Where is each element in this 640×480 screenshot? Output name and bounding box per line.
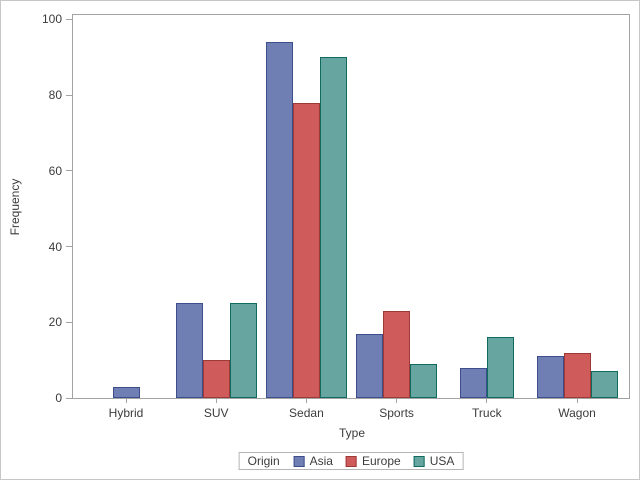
bar-suv-asia (175, 303, 203, 398)
x-tick-label-suv: SUV (203, 406, 229, 420)
y-tick-mark (66, 321, 72, 323)
bar-truck-usa (486, 337, 514, 398)
y-tick-label: 100 (41, 12, 62, 27)
bar-sedan-asia (265, 42, 293, 398)
y-tick-label: 60 (48, 163, 62, 178)
y-tick-mark (66, 94, 72, 96)
legend-swatch-europe (345, 455, 357, 467)
legend-item-asia: Asia (293, 454, 333, 468)
x-tick-mark (576, 398, 578, 403)
bar-suv-usa (229, 303, 257, 398)
y-tick-label: 20 (48, 315, 62, 330)
x-tick-mark (125, 398, 127, 403)
x-tick-mark (396, 398, 398, 403)
y-tick-mark (66, 170, 72, 172)
bar-sports-europe (383, 311, 411, 398)
bar-sedan-europe (292, 103, 320, 398)
y-tick-mark (66, 18, 72, 20)
legend-swatch-asia (293, 455, 305, 467)
x-tick-mark (215, 398, 217, 403)
bar-sedan-usa (319, 57, 347, 398)
x-tick-mark (305, 398, 307, 403)
y-tick-mark (66, 397, 72, 399)
legend-item-europe: Europe (345, 454, 401, 468)
bar-sports-usa (410, 364, 438, 398)
y-tick-mark (66, 246, 72, 248)
y-tick-label: 0 (55, 391, 62, 405)
legend-swatch-usa (413, 455, 425, 467)
bar-truck-asia (459, 368, 487, 398)
legend: Origin Asia Europe USA (238, 452, 464, 470)
plot-area: 0 20 40 60 80 100 Hybrid SUV Sedan Sports Truck Wag… (42, 12, 630, 420)
legend-label-usa: USA (429, 454, 455, 468)
x-tick-mark (486, 398, 488, 403)
bar-suv-europe (202, 360, 230, 398)
bar-hybrid-asia (112, 387, 140, 398)
bar-sports-asia (356, 334, 384, 398)
x-tick-label-sports: Sports (379, 406, 414, 420)
legend-items: Asia Europe USA (293, 454, 455, 468)
legend-item-usa: USA (413, 454, 455, 468)
bar-wagon-europe (563, 353, 591, 398)
x-tick-label-sedan: Sedan (289, 406, 324, 420)
x-tick-label-wagon: Wagon (558, 406, 596, 420)
y-tick-label: 40 (48, 239, 62, 254)
x-tick-label-hybrid: Hybrid (108, 406, 144, 420)
legend-label-europe: Europe (361, 454, 401, 468)
y-axis-label: Frequency (8, 178, 22, 236)
legend-label-asia: Asia (309, 454, 333, 468)
x-axis-label: Type (338, 426, 366, 440)
x-tick-label-truck: Truck (472, 406, 502, 420)
bar-wagon-usa (590, 371, 618, 398)
legend-title: Origin (247, 454, 280, 468)
y-tick-label: 80 (48, 88, 62, 103)
bar-wagon-asia (536, 356, 564, 398)
